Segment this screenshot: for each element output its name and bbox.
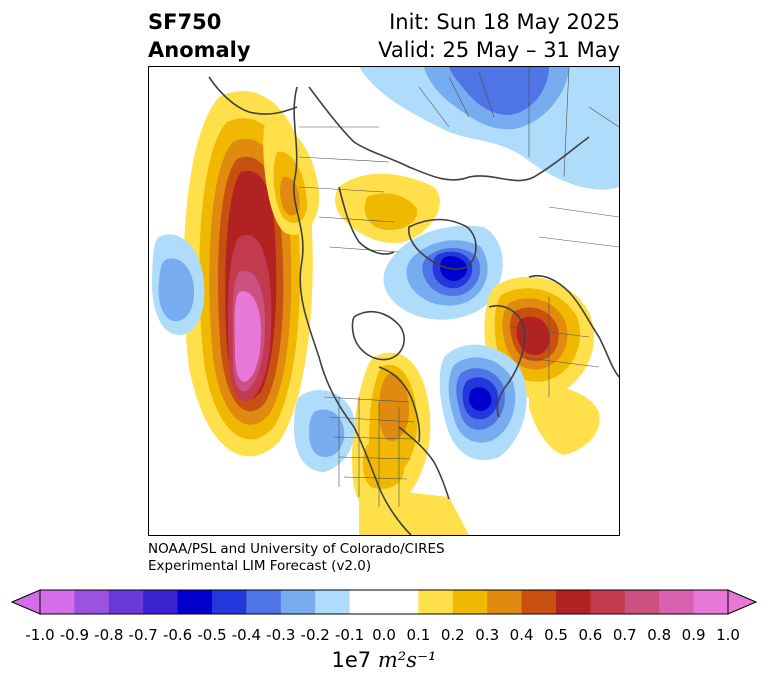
colorbar-tick-label: 0.6 — [578, 626, 603, 644]
map-canvas — [151, 67, 619, 535]
colorbar — [10, 589, 758, 615]
units-scale: 1e7 — [331, 648, 372, 672]
arctic-ridge-anomaly — [335, 173, 440, 243]
colorbar-tick-label: 0.2 — [440, 626, 465, 644]
colorbar-tick-label: 0.8 — [647, 626, 672, 644]
colorbar-tick-label: -0.6 — [162, 626, 193, 644]
forecast-dates: Init: Sun 18 May 2025 Valid: 25 May – 31… — [378, 8, 620, 64]
colorbar-cell — [693, 590, 729, 614]
colorbar-cell — [177, 590, 213, 614]
colorbar-cell — [40, 590, 75, 614]
colorbar-tick-label: -0.5 — [197, 626, 227, 644]
pacific-trough-anomaly — [151, 234, 205, 336]
anomaly-map — [148, 66, 620, 536]
colorbar-tick-label: -0.7 — [128, 626, 158, 644]
colorbar-cell — [315, 590, 351, 614]
colorbar-cell — [452, 590, 488, 614]
colorbar-cell — [624, 590, 660, 614]
colorbar-tick-label: -0.1 — [334, 626, 365, 644]
west-na-anomaly — [263, 125, 320, 236]
colorbar-cell — [74, 590, 110, 614]
units-expression: m²s⁻¹ — [377, 648, 437, 672]
credit-line-1: NOAA/PSL and University of Colorado/CIRE… — [148, 541, 445, 557]
credit-line-2: Experimental LIM Forecast (v2.0) — [148, 558, 372, 574]
colorbar-cell — [487, 590, 523, 614]
colorbar-units: 1e7 m²s⁻¹ — [332, 648, 437, 672]
colorbar-cell — [659, 590, 695, 614]
title-anomaly: Anomaly — [148, 38, 251, 62]
colorbar-tick-label: 0.4 — [509, 626, 534, 644]
colorbar-tick-label: -0.9 — [59, 626, 90, 644]
atlantic-trough-anomaly — [439, 344, 527, 461]
colorbar-cell — [556, 590, 591, 614]
colorbar-cell — [384, 590, 419, 614]
title-variable: SF750 — [148, 10, 222, 34]
colorbar-low-extension — [10, 589, 41, 615]
colorbar-tick-label: 0.5 — [544, 626, 568, 644]
colorbar-tick-label: 1.0 — [716, 626, 740, 644]
colorbar-tick-label: -0.4 — [231, 626, 262, 644]
valid-dates: Valid: 25 May – 31 May — [378, 38, 620, 62]
political-borders — [298, 67, 619, 507]
colorbar-cell — [246, 590, 282, 614]
chart-title: SF750 Anomaly — [148, 8, 251, 64]
colorbar-high-extension — [727, 589, 758, 615]
colorbar-tick-label: -0.2 — [300, 626, 330, 644]
colorbar-tick-label: 0.0 — [372, 626, 396, 644]
colorbar-tick-label: 0.3 — [475, 626, 500, 644]
east-na-ridge-anomaly — [352, 352, 469, 535]
west-us-trough-anomaly — [294, 389, 355, 472]
coastlines — [208, 76, 619, 535]
colorbar-cell — [212, 590, 247, 614]
colorbar-cell — [349, 590, 385, 614]
colorbar-cell — [280, 590, 316, 614]
atlantic-ridge-anomaly — [529, 385, 600, 455]
init-date: Init: Sun 18 May 2025 — [389, 10, 620, 34]
colorbar-tick-label: -0.8 — [94, 626, 124, 644]
colorbar-tick-label: 0.9 — [681, 626, 706, 644]
colorbar-tick-label: 0.7 — [612, 626, 637, 644]
colorbar-cell — [108, 590, 144, 614]
colorbar-tick-label: 0.1 — [406, 626, 431, 644]
siberia-trough-anomaly — [359, 67, 619, 190]
data-credit: NOAA/PSL and University of Colorado/CIRE… — [148, 541, 445, 575]
colorbar-tick-label: -0.3 — [266, 626, 296, 644]
colorbar-cell — [143, 590, 179, 614]
colorbar-cell — [590, 590, 626, 614]
colorbar-cell — [521, 590, 557, 614]
arctic-trough-anomaly — [383, 225, 503, 320]
colorbar-cell — [418, 590, 454, 614]
colorbar-tick-label: -1.0 — [25, 626, 55, 644]
